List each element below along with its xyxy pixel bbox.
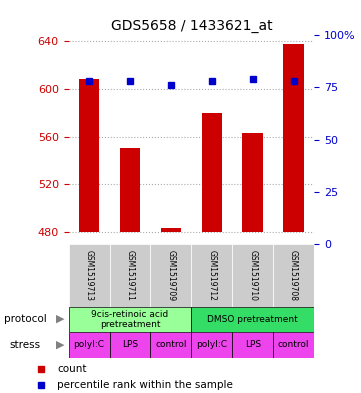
Bar <box>191 244 232 307</box>
Text: GSM1519708: GSM1519708 <box>289 250 298 301</box>
Bar <box>283 44 304 232</box>
Text: polyI:C: polyI:C <box>74 340 105 349</box>
Text: polyI:C: polyI:C <box>196 340 227 349</box>
Bar <box>191 332 232 358</box>
Text: GSM1519713: GSM1519713 <box>84 250 93 301</box>
Bar <box>232 332 273 358</box>
Text: GSM1519712: GSM1519712 <box>207 250 216 301</box>
Bar <box>243 133 263 232</box>
Bar <box>191 307 314 332</box>
Text: DMSO pretreatment: DMSO pretreatment <box>207 315 298 324</box>
Title: GDS5658 / 1433621_at: GDS5658 / 1433621_at <box>110 19 272 33</box>
Bar <box>69 244 109 307</box>
Text: stress: stress <box>9 340 40 350</box>
Bar <box>109 244 151 307</box>
Text: protocol: protocol <box>4 314 46 324</box>
Bar <box>69 307 191 332</box>
Text: GSM1519711: GSM1519711 <box>126 250 134 301</box>
Text: GSM1519709: GSM1519709 <box>166 250 175 301</box>
Text: LPS: LPS <box>122 340 138 349</box>
Text: LPS: LPS <box>245 340 261 349</box>
Bar <box>109 332 151 358</box>
Bar <box>120 149 140 232</box>
Bar <box>161 228 181 232</box>
Text: percentile rank within the sample: percentile rank within the sample <box>57 380 233 390</box>
Bar <box>232 244 273 307</box>
Bar <box>151 244 191 307</box>
Text: ▶: ▶ <box>56 314 65 324</box>
Text: control: control <box>155 340 187 349</box>
Text: ▶: ▶ <box>56 340 65 350</box>
Bar <box>273 332 314 358</box>
Text: control: control <box>278 340 309 349</box>
Bar <box>273 244 314 307</box>
Bar <box>79 79 99 232</box>
Bar <box>69 332 109 358</box>
Text: 9cis-retinoic acid
pretreatment: 9cis-retinoic acid pretreatment <box>91 310 169 329</box>
Text: GSM1519710: GSM1519710 <box>248 250 257 301</box>
Bar <box>151 332 191 358</box>
Text: count: count <box>57 364 87 374</box>
Bar <box>201 113 222 232</box>
